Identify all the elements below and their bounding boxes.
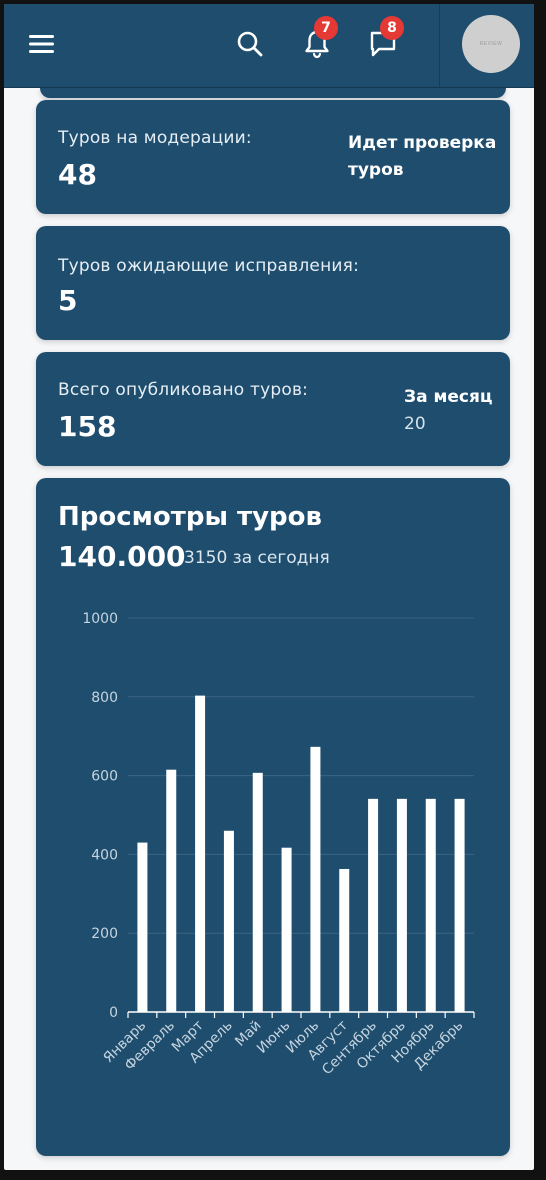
messages-count-badge: 8 [380, 16, 404, 40]
bar [425, 798, 436, 1012]
bar [454, 798, 465, 1012]
awaiting-fix-card: Туров ожидающие исправления: 5 [36, 226, 510, 340]
y-tick-label: 400 [91, 847, 118, 863]
bar [195, 695, 206, 1012]
moderation-label: Туров на модерации: [58, 128, 252, 148]
published-count: 158 [58, 410, 117, 443]
top-app-bar: 7 8 REVIEW [4, 4, 534, 88]
y-tick-label: 1000 [82, 611, 118, 627]
bar [281, 847, 292, 1012]
views-total: 140.000 [58, 540, 186, 573]
bar [166, 769, 177, 1012]
awaiting-fix-count: 5 [58, 284, 78, 317]
views-bar-chart: 02004006008001000ЯнварьФевральМартАпрель… [82, 611, 475, 1078]
views-title: Просмотры туров [58, 502, 322, 532]
bar [310, 746, 321, 1012]
bar [368, 798, 379, 1012]
moderation-status-line1: Идет проверка [348, 133, 497, 153]
y-tick-label: 800 [91, 690, 118, 706]
moderation-count: 48 [58, 158, 97, 191]
previous-card-edge [40, 88, 506, 98]
bar [252, 772, 263, 1012]
views-card: Просмотры туров 140.000 3150 за сегодня … [36, 478, 510, 1156]
y-tick-label: 200 [91, 926, 118, 942]
y-tick-label: 0 [109, 1005, 118, 1021]
hamburger-menu-icon[interactable] [24, 26, 60, 62]
bar [396, 798, 407, 1012]
published-label: Всего опубликовано туров: [58, 380, 309, 400]
search-icon[interactable] [232, 26, 268, 62]
bar [339, 868, 350, 1012]
moderation-status-line2: туров [348, 160, 404, 180]
header-divider [439, 4, 440, 88]
user-avatar[interactable]: REVIEW [462, 15, 520, 73]
awaiting-fix-label: Туров ожидающие исправления: [58, 256, 360, 276]
avatar-logo-text: REVIEW [479, 41, 503, 47]
bar [223, 830, 234, 1012]
month-label: За месяц [404, 387, 493, 407]
app-screen: 7 8 REVIEW Туров на модерации: 48 Идет п… [4, 4, 534, 1170]
bar [137, 842, 148, 1012]
views-today: 3150 за сегодня [184, 548, 330, 568]
moderation-card: Туров на модерации: 48 Идет проверка тур… [36, 100, 510, 214]
published-card: Всего опубликовано туров: 158 За месяц 2… [36, 352, 510, 466]
notifications-count-badge: 7 [314, 16, 338, 40]
y-tick-label: 600 [91, 769, 118, 785]
month-value: 20 [404, 414, 426, 434]
